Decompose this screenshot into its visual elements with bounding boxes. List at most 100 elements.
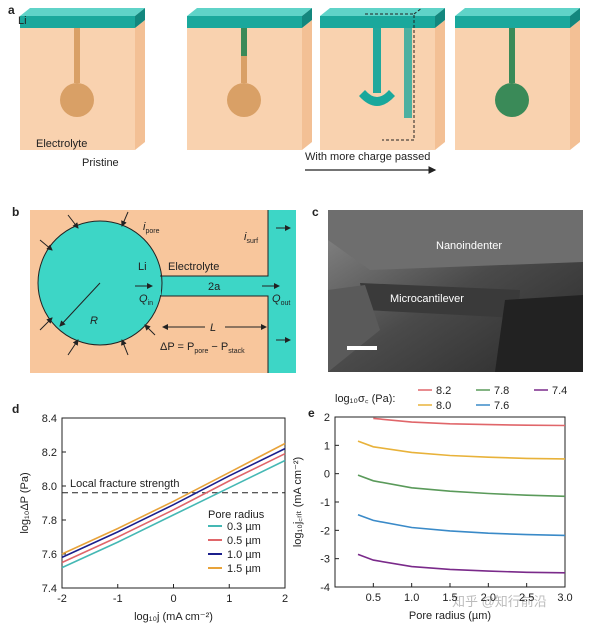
series-line [373,417,566,427]
series-line [61,447,286,559]
y-tick-label: 7.6 [42,549,57,561]
li-slab-side [435,8,445,28]
y-tick-label: 8.0 [42,481,57,493]
li-slab [20,16,135,28]
legend-title: Pore radius [208,509,265,521]
nanoindenter-label: Nanoindenter [436,240,502,252]
legend-label: 7.4 [552,385,567,397]
li-label: Li [18,15,27,27]
panel-label: e [308,406,315,420]
li-top [455,8,580,16]
label-part: i [143,221,146,233]
label-sub: out [281,300,291,307]
y-tick-label: 1 [324,440,330,452]
series-line [61,452,286,564]
series-line [357,474,566,498]
cube-side [570,20,580,150]
label-part: ΔP = P [160,341,194,353]
pore-stem [509,28,515,83]
panel-label: b [12,205,19,219]
panel-a [20,7,580,150]
label-sub: pore [145,228,159,235]
li-slab [320,16,435,28]
delta-p-label: ΔP = Ppore − Pstack [160,341,245,355]
li-crack [404,28,412,118]
y-axis-label: log₁₀j꜀ᵣᵢₜ (mA cm⁻²) [292,457,304,547]
panel-label: c [312,205,319,219]
li-slab-side [570,8,580,28]
li-label: Li [138,261,147,273]
series-line [357,514,566,537]
label-sub: stack [228,348,245,355]
x-axis-label: log₁₀j (mA cm⁻²) [134,611,213,623]
legend-label: 7.6 [494,400,509,412]
y-tick-label: -1 [320,497,330,509]
label-sub: pore [194,348,208,355]
crack [365,7,423,141]
x-tick-label: 1.0 [404,592,419,604]
q-in-label: Qin [139,293,153,307]
x-tick-label: -2 [57,593,67,605]
label-sub: surf [246,238,258,245]
l-label: L [210,322,216,334]
y-tick-label: 2 [324,412,330,424]
label-part: Q [139,293,148,305]
li-top [20,8,145,16]
y-tick-label: 0 [324,469,330,481]
y-axis-label: log₁₀ΔP (Pa) [19,472,31,533]
legend-label: 1.5 µm [227,563,261,575]
y-tick-label: -4 [320,582,330,594]
cube-side [435,20,445,150]
series-line [357,440,566,460]
li-slab-side [135,8,145,28]
legend-label: 0.5 µm [227,535,261,547]
panel-label: d [12,402,19,416]
more-charge-label: With more charge passed [305,151,430,163]
cube-side [302,20,312,150]
pore [60,83,94,117]
label-sub: in [148,300,154,307]
li-filament [373,28,381,93]
legend-label: 0.3 µm [227,521,261,533]
label-part: i [244,231,247,243]
x-tick-label: 1.5 [442,592,457,604]
cube-side [135,20,145,150]
legend-label: 1.0 µm [227,549,261,561]
li-slab [187,16,302,28]
x-tick-label: 0.5 [366,592,381,604]
pore-stem [74,28,80,83]
electrolyte-label: Electrolyte [168,261,219,273]
series-line [61,459,286,569]
legend-label: 7.8 [494,385,509,397]
electrolyte-label: Electrolyte [36,138,87,150]
x-tick-label: 3.0 [557,592,572,604]
microcantilever-label: Microcantilever [390,293,464,305]
x-tick-label: 2.0 [481,592,496,604]
x-tick-label: 1 [226,593,232,605]
y-tick-label: -3 [320,554,330,566]
li-top [187,8,312,16]
label-part: Q [272,293,281,305]
series-line [61,442,286,555]
series-line [357,553,566,574]
label-part: − P [208,341,228,353]
li-slab [455,16,570,28]
x-tick-label: 0 [170,593,176,605]
pore [227,83,261,117]
legend-label: 8.0 [436,400,451,412]
y-tick-label: 8.4 [42,413,57,425]
i-surf-label: isurf [244,231,258,245]
x-tick-label: 2 [282,593,288,605]
x-tick-label: 2.5 [519,592,534,604]
reference-label: Local fracture strength [70,478,179,490]
li-filament-tip [359,90,395,106]
sem-image [328,210,583,372]
y-tick-label: -2 [320,525,330,537]
y-tick-label: 7.8 [42,515,57,527]
i-pore-label: ipore [143,221,160,235]
pore [495,83,529,117]
legend-label: 8.2 [436,385,451,397]
q-out-label: Qout [272,293,290,307]
x-tick-label: -1 [113,593,123,605]
